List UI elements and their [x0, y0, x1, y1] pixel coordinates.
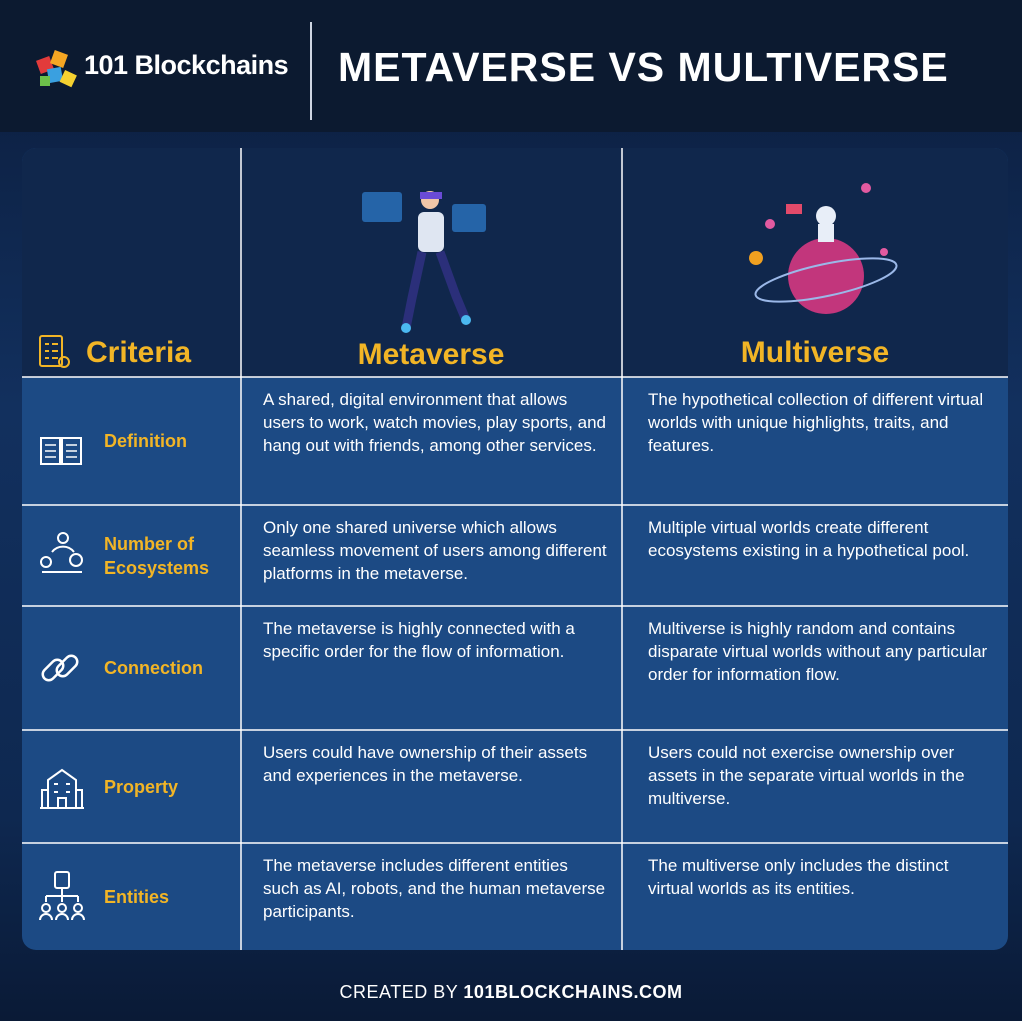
column-header: Criteria — [86, 336, 192, 369]
column-header: Metaverse — [357, 338, 505, 371]
entities-icon — [39, 871, 85, 921]
multiverse-cell: The hypothetical collection of different… — [648, 390, 984, 455]
multiverse-cell: Users could not exercise ownership over … — [648, 743, 965, 808]
logo-text: 101 Blockchains — [84, 50, 289, 80]
footer: CREATED BY 101BLOCKCHAINS.COM — [0, 982, 1022, 1003]
column-line — [240, 148, 242, 950]
multiverse-cell: Multiverse is highly random and contains… — [648, 619, 988, 684]
connection-icon — [41, 654, 79, 682]
criteria-label: Property — [104, 776, 179, 797]
divider — [310, 22, 312, 120]
criteria-label: Entities — [104, 887, 170, 907]
definition-icon — [40, 437, 82, 465]
metaverse-cell: Only one shared universe which allows se… — [263, 518, 607, 583]
column-header: Multiverse — [740, 336, 890, 369]
property-icon — [40, 768, 84, 809]
row-line — [22, 842, 1008, 844]
row-line — [22, 729, 1008, 731]
metaverse-illustration — [362, 191, 486, 333]
footer-site: 101BLOCKCHAINS.COM — [463, 982, 683, 1002]
metaverse-cell: Users could have ownership of their asse… — [263, 743, 588, 785]
metaverse-cell: The metaverse includes different entitie… — [263, 856, 606, 921]
row-line — [22, 605, 1008, 607]
multiverse-cell: Multiple virtual worlds create different… — [648, 518, 970, 560]
multiverse-cell: The multiverse only includes the distinc… — [648, 856, 949, 898]
column-line — [621, 148, 623, 950]
row-line — [22, 376, 1008, 378]
row-line — [22, 504, 1008, 506]
criteria-label: Number of Ecosystems — [104, 533, 210, 578]
table: Criteria Metaverse Multiverse Defin — [22, 148, 1008, 950]
metaverse-cell: The metaverse is highly connected with a… — [263, 619, 575, 661]
metaverse-cell: A shared, digital environment that allow… — [263, 390, 606, 455]
criteria-icon — [39, 335, 70, 368]
header: 101 Blockchains METAVERSE VS MULTIVERSE — [0, 0, 1022, 132]
title: METAVERSE VS MULTIVERSE — [338, 44, 949, 90]
criteria-label: Connection — [104, 658, 203, 678]
criteria-label: Definition — [104, 431, 187, 451]
footer-prefix: CREATED BY — [339, 982, 458, 1002]
multiverse-illustration — [749, 183, 898, 314]
ecosystems-icon — [40, 532, 83, 573]
logo-icon — [36, 50, 77, 88]
